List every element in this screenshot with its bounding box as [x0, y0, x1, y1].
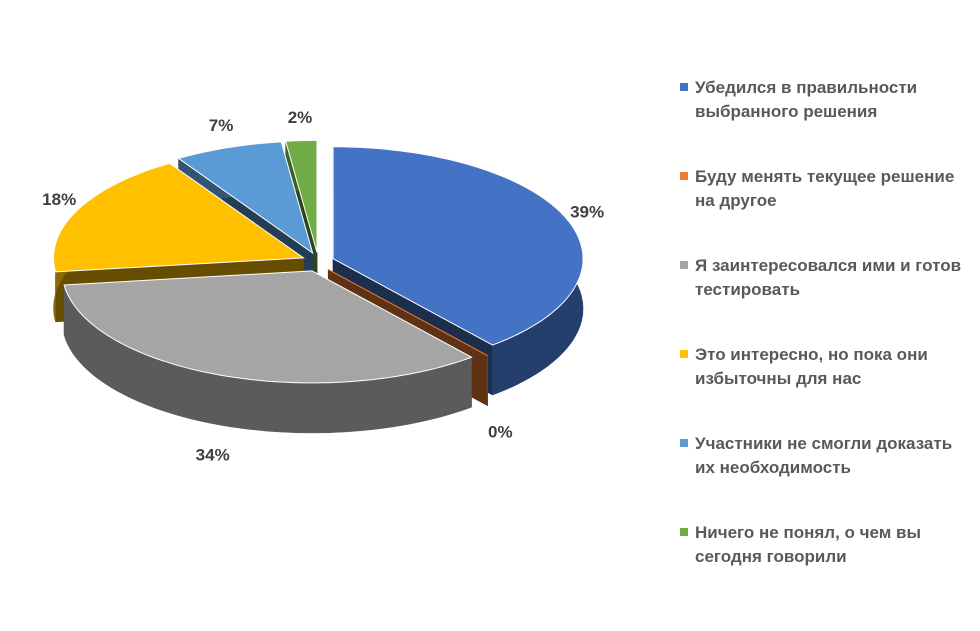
legend-swatch — [680, 261, 688, 269]
slice — [327, 268, 488, 357]
pie-labels: 39% 0% 34% 18% 7% 2% — [42, 108, 604, 465]
slice — [285, 139, 318, 253]
legend: Убедился в правильности выбранного решен… — [680, 76, 965, 610]
data-label: 0% — [488, 422, 513, 441]
slice — [63, 270, 473, 384]
slice — [332, 146, 584, 346]
legend-swatch — [680, 528, 688, 536]
legend-swatch — [680, 350, 688, 358]
legend-item: Участники не смогли доказать их необходи… — [680, 432, 965, 521]
legend-item: Буду менять текущее решение на другое — [680, 165, 965, 254]
pie-tops — [52, 139, 584, 384]
legend-label: Я заинтересовался ими и готов тестироват… — [695, 256, 962, 299]
data-label: 34% — [196, 445, 230, 464]
legend-item: Убедился в правильности выбранного решен… — [680, 76, 965, 165]
legend-label: Буду менять текущее решение на другое — [695, 167, 955, 210]
legend-swatch — [680, 439, 688, 447]
slice — [177, 141, 314, 255]
data-label: 7% — [209, 116, 234, 135]
data-label: 2% — [288, 108, 313, 127]
slice — [52, 162, 305, 273]
legend-item: Ничего не понял, о чем вы сегодня говори… — [680, 521, 965, 610]
legend-item: Я заинтересовался ими и готов тестироват… — [680, 254, 965, 343]
data-label: 39% — [570, 203, 604, 222]
legend-swatch — [680, 172, 688, 180]
legend-label: Участники не смогли доказать их необходи… — [695, 434, 953, 477]
legend-label: Ничего не понял, о чем вы сегодня говори… — [695, 523, 922, 566]
legend-item: Это интересно, но пока они избыточны для… — [680, 343, 965, 432]
legend-label: Это интересно, но пока они избыточны для… — [695, 345, 928, 388]
data-label: 18% — [42, 190, 76, 209]
legend-label: Убедился в правильности выбранного решен… — [695, 78, 918, 121]
legend-swatch — [680, 83, 688, 91]
pie-area: 39% 0% 34% 18% 7% 2% — [42, 108, 604, 465]
